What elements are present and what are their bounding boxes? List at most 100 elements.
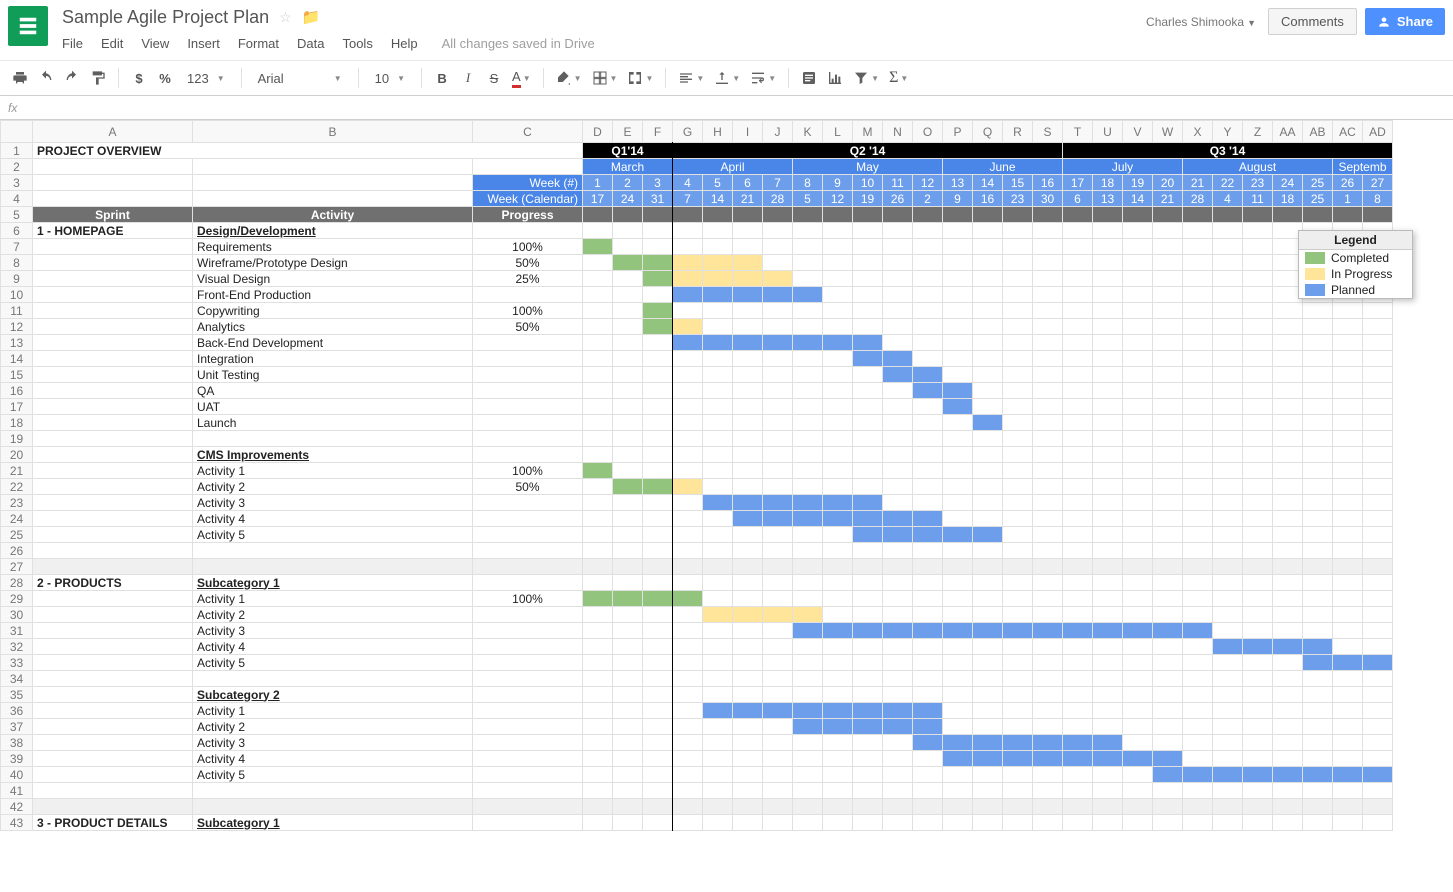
column-header[interactable]: J xyxy=(763,121,793,143)
cell[interactable] xyxy=(973,287,1003,303)
cell[interactable] xyxy=(1303,399,1333,415)
cell[interactable] xyxy=(1243,335,1273,351)
cell[interactable] xyxy=(853,319,883,335)
cell[interactable] xyxy=(943,239,973,255)
cell[interactable] xyxy=(1363,687,1393,703)
cell[interactable] xyxy=(1303,511,1333,527)
cell[interactable] xyxy=(703,799,733,815)
number-format-dropdown[interactable]: 123▼ xyxy=(179,65,233,91)
cell[interactable] xyxy=(1093,607,1123,623)
cell[interactable] xyxy=(613,575,643,591)
cell[interactable] xyxy=(943,271,973,287)
cell[interactable]: Activity 4 xyxy=(193,751,473,767)
cell[interactable] xyxy=(1243,399,1273,415)
cell[interactable] xyxy=(33,543,193,559)
cell[interactable] xyxy=(473,671,583,687)
cell[interactable] xyxy=(1033,287,1063,303)
cell[interactable] xyxy=(1063,431,1093,447)
cell[interactable] xyxy=(473,655,583,671)
cell[interactable] xyxy=(1063,399,1093,415)
cell[interactable] xyxy=(1363,591,1393,607)
cell[interactable] xyxy=(1213,447,1243,463)
cell[interactable]: 17 xyxy=(583,191,613,207)
cell[interactable] xyxy=(673,319,703,335)
cell[interactable] xyxy=(583,463,613,479)
cell[interactable] xyxy=(1183,463,1213,479)
cell[interactable] xyxy=(1123,751,1153,767)
cell[interactable] xyxy=(853,239,883,255)
row-header[interactable]: 14 xyxy=(1,351,33,367)
cell[interactable] xyxy=(33,191,193,207)
cell[interactable] xyxy=(673,303,703,319)
cell[interactable] xyxy=(583,223,613,239)
cell[interactable] xyxy=(643,799,673,815)
cell[interactable] xyxy=(613,335,643,351)
cell[interactable] xyxy=(1123,431,1153,447)
cell[interactable] xyxy=(613,671,643,687)
cell[interactable] xyxy=(473,335,583,351)
cell[interactable] xyxy=(613,719,643,735)
row-header[interactable]: 6 xyxy=(1,223,33,239)
cell[interactable] xyxy=(643,687,673,703)
row-header[interactable]: 4 xyxy=(1,191,33,207)
cell[interactable] xyxy=(673,239,703,255)
cell[interactable] xyxy=(1123,367,1153,383)
row-header[interactable]: 23 xyxy=(1,495,33,511)
cell[interactable] xyxy=(1273,799,1303,815)
cell[interactable] xyxy=(583,783,613,799)
cell[interactable] xyxy=(733,223,763,239)
row-header[interactable]: 34 xyxy=(1,671,33,687)
column-header[interactable]: K xyxy=(793,121,823,143)
cell[interactable] xyxy=(883,367,913,383)
cell[interactable] xyxy=(673,751,703,767)
cell[interactable] xyxy=(703,559,733,575)
cell[interactable] xyxy=(1183,783,1213,799)
row-header[interactable]: 26 xyxy=(1,543,33,559)
cell[interactable] xyxy=(583,735,613,751)
cell[interactable] xyxy=(973,367,1003,383)
cell[interactable] xyxy=(1093,751,1123,767)
cell[interactable] xyxy=(823,671,853,687)
cell[interactable] xyxy=(883,383,913,399)
cell[interactable] xyxy=(703,767,733,783)
cell[interactable] xyxy=(1153,799,1183,815)
cell[interactable] xyxy=(913,751,943,767)
cell[interactable] xyxy=(1333,703,1363,719)
cell[interactable] xyxy=(973,687,1003,703)
cell[interactable] xyxy=(673,543,703,559)
cell[interactable] xyxy=(823,271,853,287)
cell[interactable] xyxy=(673,447,703,463)
cell[interactable] xyxy=(703,223,733,239)
cell[interactable] xyxy=(643,239,673,255)
cell[interactable] xyxy=(673,607,703,623)
cell[interactable] xyxy=(1183,607,1213,623)
cell[interactable]: Visual Design xyxy=(193,271,473,287)
cell[interactable] xyxy=(33,319,193,335)
cell[interactable] xyxy=(1273,703,1303,719)
cell[interactable] xyxy=(793,319,823,335)
cell[interactable] xyxy=(1213,543,1243,559)
cell[interactable] xyxy=(1273,591,1303,607)
cell[interactable] xyxy=(1273,575,1303,591)
cell[interactable] xyxy=(1033,239,1063,255)
cell[interactable] xyxy=(823,431,853,447)
cell[interactable] xyxy=(1183,543,1213,559)
cell[interactable] xyxy=(1123,799,1153,815)
cell[interactable] xyxy=(1063,719,1093,735)
cell[interactable]: Activity 1 xyxy=(193,591,473,607)
cell[interactable] xyxy=(1303,783,1333,799)
cell[interactable] xyxy=(733,623,763,639)
cell[interactable] xyxy=(913,591,943,607)
cell[interactable] xyxy=(733,575,763,591)
cell[interactable] xyxy=(973,223,1003,239)
cell[interactable]: 1 - HOMEPAGE xyxy=(33,223,193,239)
cell[interactable] xyxy=(1243,239,1273,255)
cell[interactable] xyxy=(1003,767,1033,783)
cell[interactable]: 7 xyxy=(763,175,793,191)
cell[interactable] xyxy=(613,383,643,399)
spreadsheet-grid[interactable]: ABCDEFGHIJKLMNOPQRSTUVWXYZAAABACAD 1PROJ… xyxy=(0,120,1453,831)
cell[interactable] xyxy=(913,783,943,799)
cell[interactable] xyxy=(643,479,673,495)
column-header[interactable]: B xyxy=(193,121,473,143)
row-header[interactable]: 43 xyxy=(1,815,33,831)
